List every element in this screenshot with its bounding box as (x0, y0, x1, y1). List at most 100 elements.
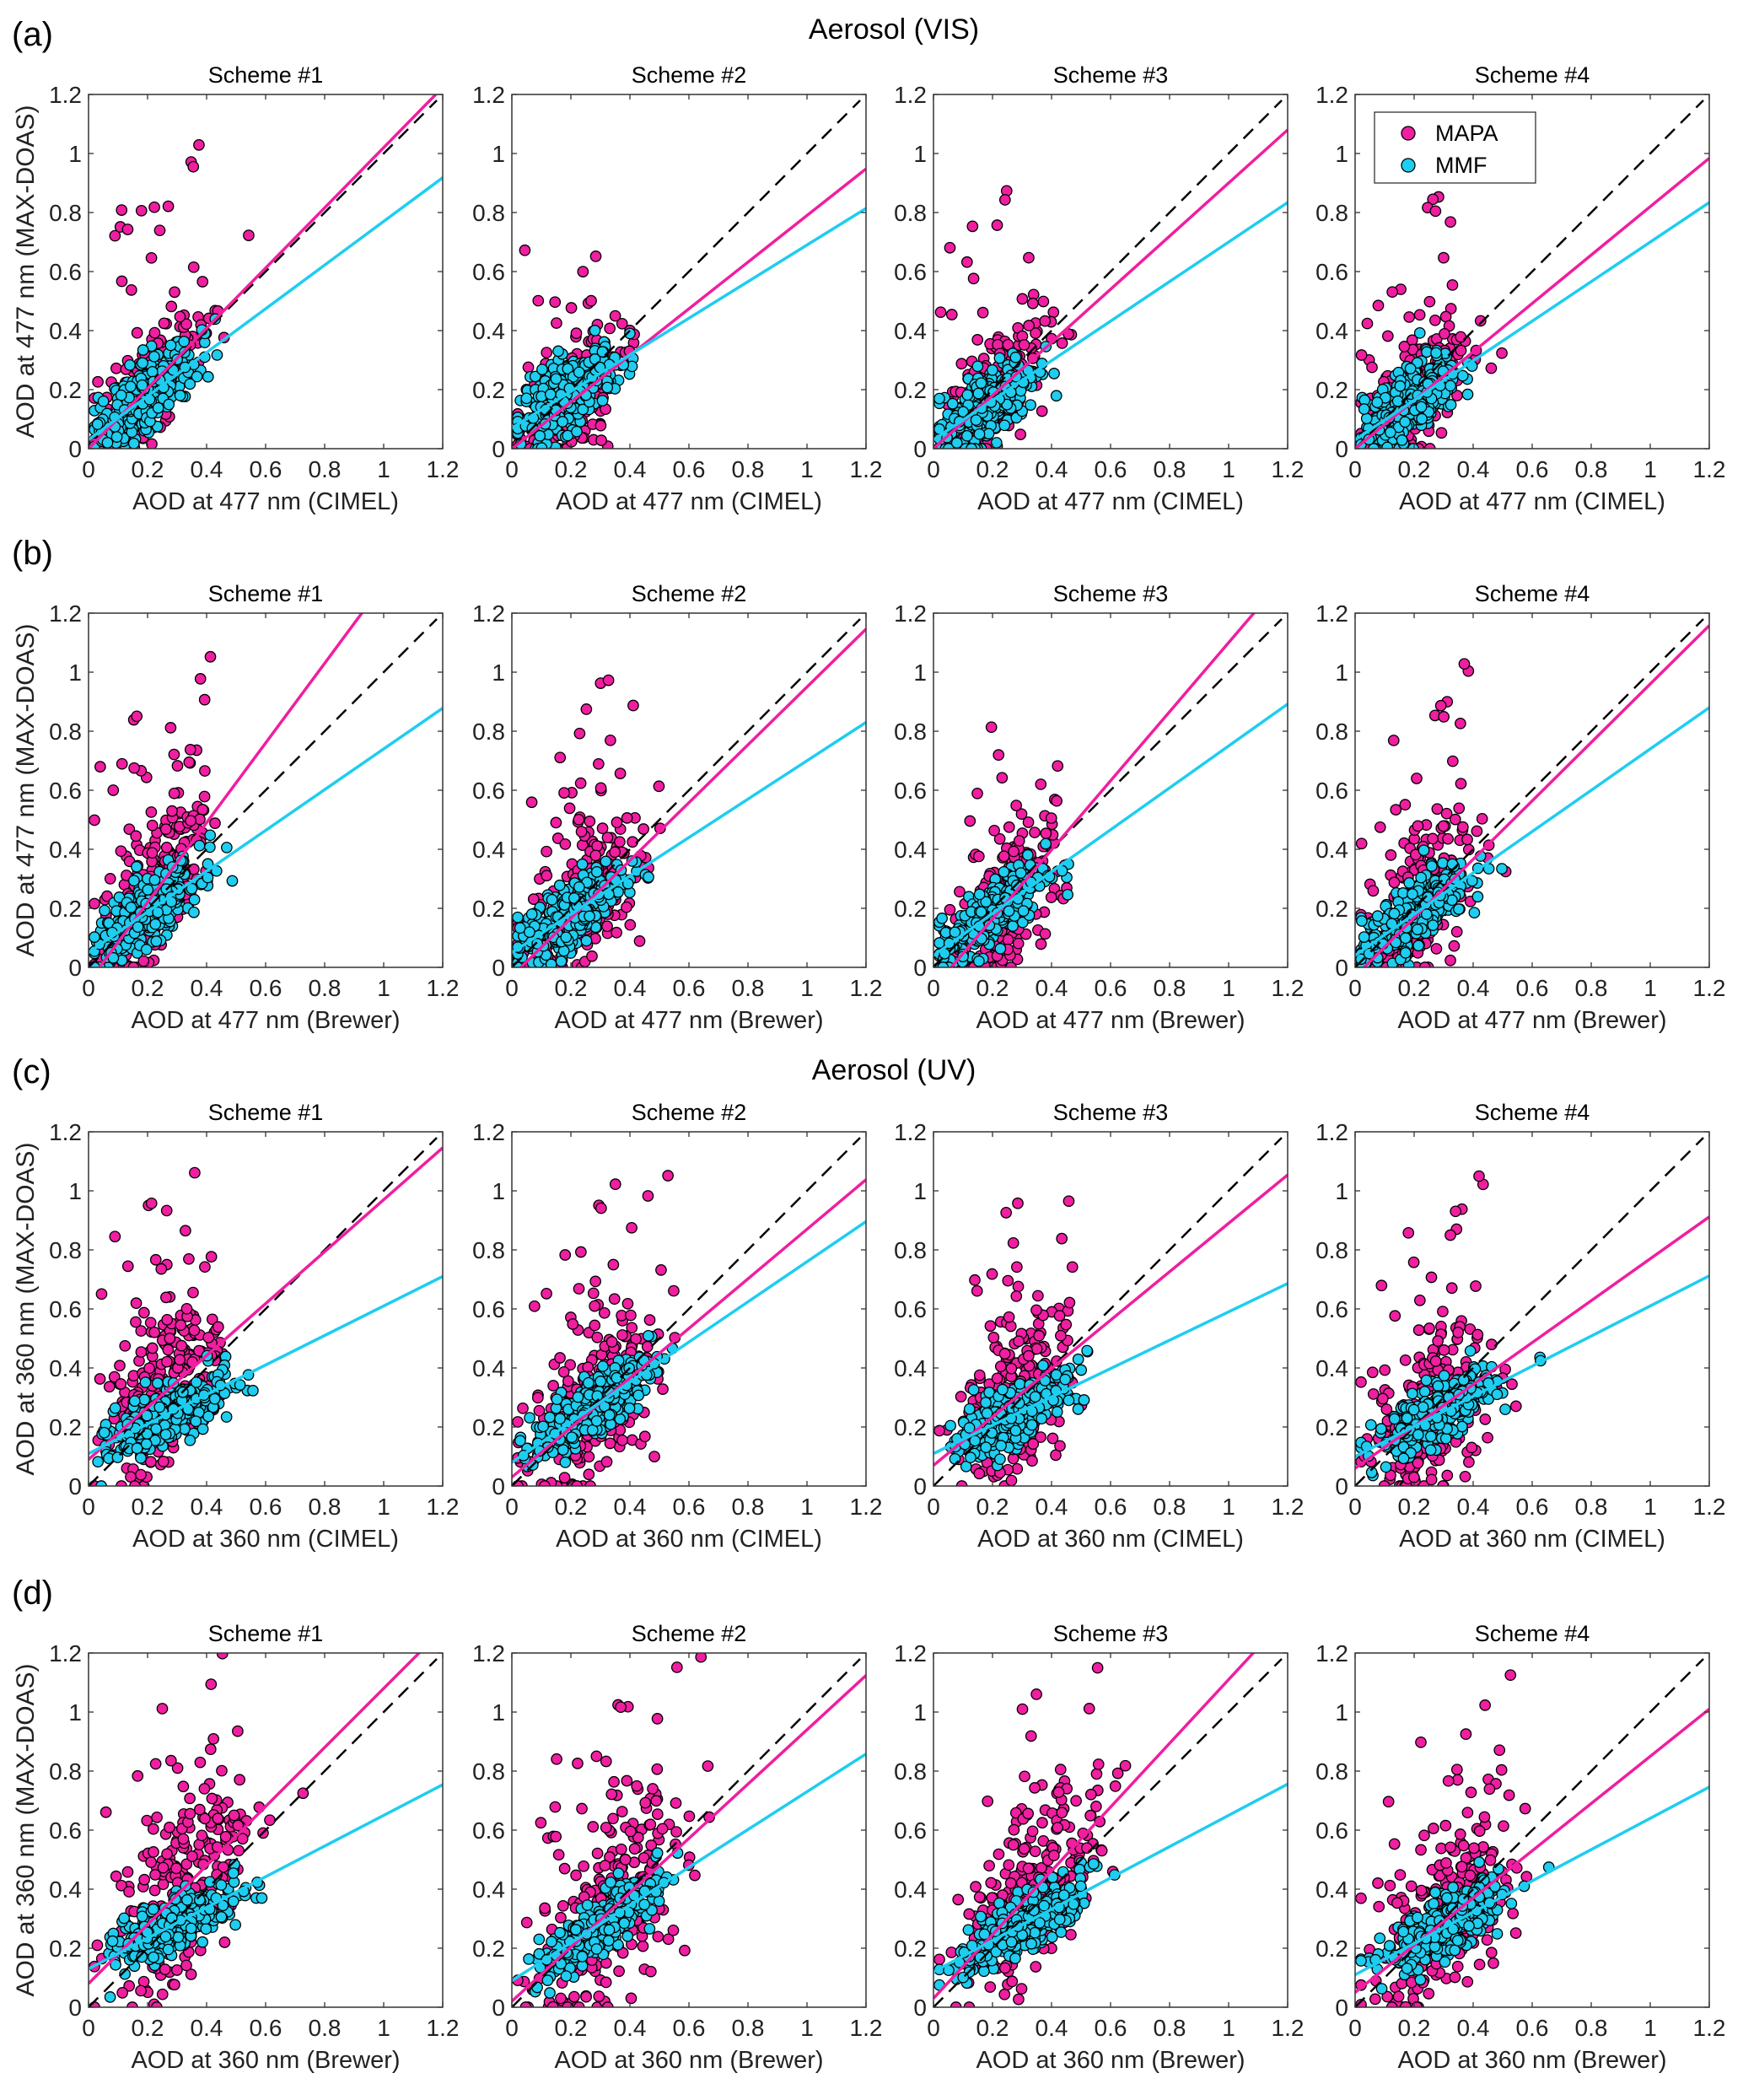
mmf-point (178, 336, 191, 347)
y-tick-label: 1 (1335, 141, 1348, 167)
mmf-point (188, 893, 201, 906)
mapa-point (1423, 295, 1436, 308)
mmf-point (973, 888, 986, 901)
y-axis-label: AOD at 477 nm (MAX-DOAS) (12, 105, 40, 438)
mmf-point (1025, 399, 1036, 412)
x-tick-label: 1.2 (1272, 456, 1305, 482)
x-axis-label: AOD at 477 nm (CIMEL) (556, 488, 822, 515)
mmf-point (211, 349, 223, 361)
mmf-point (601, 381, 614, 394)
mmf-point (571, 425, 583, 438)
mapa-point (1450, 925, 1463, 938)
x-axis-label: AOD at 477 nm (CIMEL) (1399, 488, 1665, 515)
y-tick-label: 1.2 (49, 82, 82, 108)
mapa-point (1029, 827, 1041, 838)
mapa-point (166, 805, 178, 817)
mapa-point (135, 1346, 148, 1358)
mapa-point (1444, 954, 1456, 967)
mapa-point (1385, 849, 1397, 861)
mapa-point (1398, 341, 1411, 353)
data-points (89, 650, 239, 967)
mapa-point (109, 229, 121, 242)
x-tick-label: 1 (1222, 456, 1235, 482)
mapa-point (602, 674, 615, 687)
x-tick-label: 0 (1348, 456, 1362, 482)
mapa-point (145, 806, 158, 818)
mmf-point (1371, 910, 1384, 923)
mapa-point (153, 224, 166, 237)
mapa-point (89, 897, 100, 910)
x-tick-label: 0.4 (614, 456, 647, 482)
mmf-point (127, 437, 140, 449)
mapa-point (128, 762, 140, 774)
mmf-point (221, 842, 233, 853)
mapa-point (1412, 820, 1424, 832)
mapa-point (573, 813, 585, 826)
x-tick-label: 0 (505, 975, 519, 1001)
mmf-point (1360, 412, 1373, 425)
mmf-point (520, 392, 533, 405)
x-tick-label: 1 (1643, 975, 1657, 1001)
mapa-point (1366, 361, 1378, 374)
mmf-point (1356, 915, 1368, 927)
y-tick-label: 0.8 (894, 719, 927, 745)
mapa-point (541, 870, 553, 882)
y-tick-label: 0.6 (49, 259, 82, 285)
mapa-point (107, 784, 120, 796)
mmf-point (961, 389, 974, 401)
mapa-point (522, 361, 535, 374)
mapa-point (1388, 876, 1401, 889)
data-points (1355, 157, 1508, 449)
x-tick-label: 0.2 (132, 456, 164, 482)
mapa-point (589, 849, 602, 862)
mmf-point (1050, 390, 1062, 402)
mapa-point (1045, 812, 1057, 824)
y-tick-label: 0 (1335, 955, 1348, 981)
mapa-fit-line (949, 613, 1256, 967)
mapa-point (121, 223, 134, 235)
mapa-point (1003, 821, 1015, 833)
mapa-point (1442, 832, 1454, 845)
mmf-point (973, 428, 986, 440)
one-to-one-line (933, 100, 1283, 449)
mapa-point (589, 250, 602, 262)
mapa-point (654, 822, 666, 835)
one-to-one-line (1355, 618, 1704, 967)
mmf-point (1418, 844, 1430, 857)
mapa-point (593, 757, 605, 770)
mmf-point (1437, 857, 1449, 870)
mmf-point (546, 893, 558, 906)
mapa-point (976, 306, 989, 319)
mmf-point (576, 858, 589, 870)
mapa-point (1008, 845, 1019, 858)
y-tick-label: 0.2 (1315, 896, 1348, 922)
y-tick-label: 0.6 (1315, 778, 1348, 804)
y-tick-label: 1 (492, 141, 505, 167)
mapa-point (1455, 717, 1466, 730)
mapa-point (174, 310, 186, 323)
mapa-point (1039, 928, 1052, 940)
mmf-point (596, 395, 609, 407)
mmf-point (1407, 888, 1418, 900)
data-points (89, 1166, 259, 1486)
mapa-point (621, 812, 633, 824)
panel-title: Scheme #2 (632, 62, 747, 88)
mapa-point (187, 160, 200, 173)
mmf-point (1381, 441, 1394, 449)
mmf-point (552, 345, 564, 358)
mapa-point (934, 306, 947, 319)
mapa-point (549, 296, 562, 309)
x-tick-label: 0.2 (555, 975, 588, 1001)
mapa-point (209, 817, 221, 829)
mmf-point (972, 387, 985, 400)
mapa-point (1052, 760, 1064, 773)
x-axis-label: AOD at 477 nm (Brewer) (554, 1007, 823, 1034)
panel-title: Scheme #4 (1475, 581, 1590, 606)
mmf-point (1496, 863, 1508, 875)
mapa-point (596, 822, 609, 835)
y-tick-label: 0.6 (894, 778, 927, 804)
x-tick-label: 1.2 (427, 456, 460, 482)
x-tick-label: 0.4 (191, 456, 223, 482)
mapa-point (196, 804, 209, 816)
